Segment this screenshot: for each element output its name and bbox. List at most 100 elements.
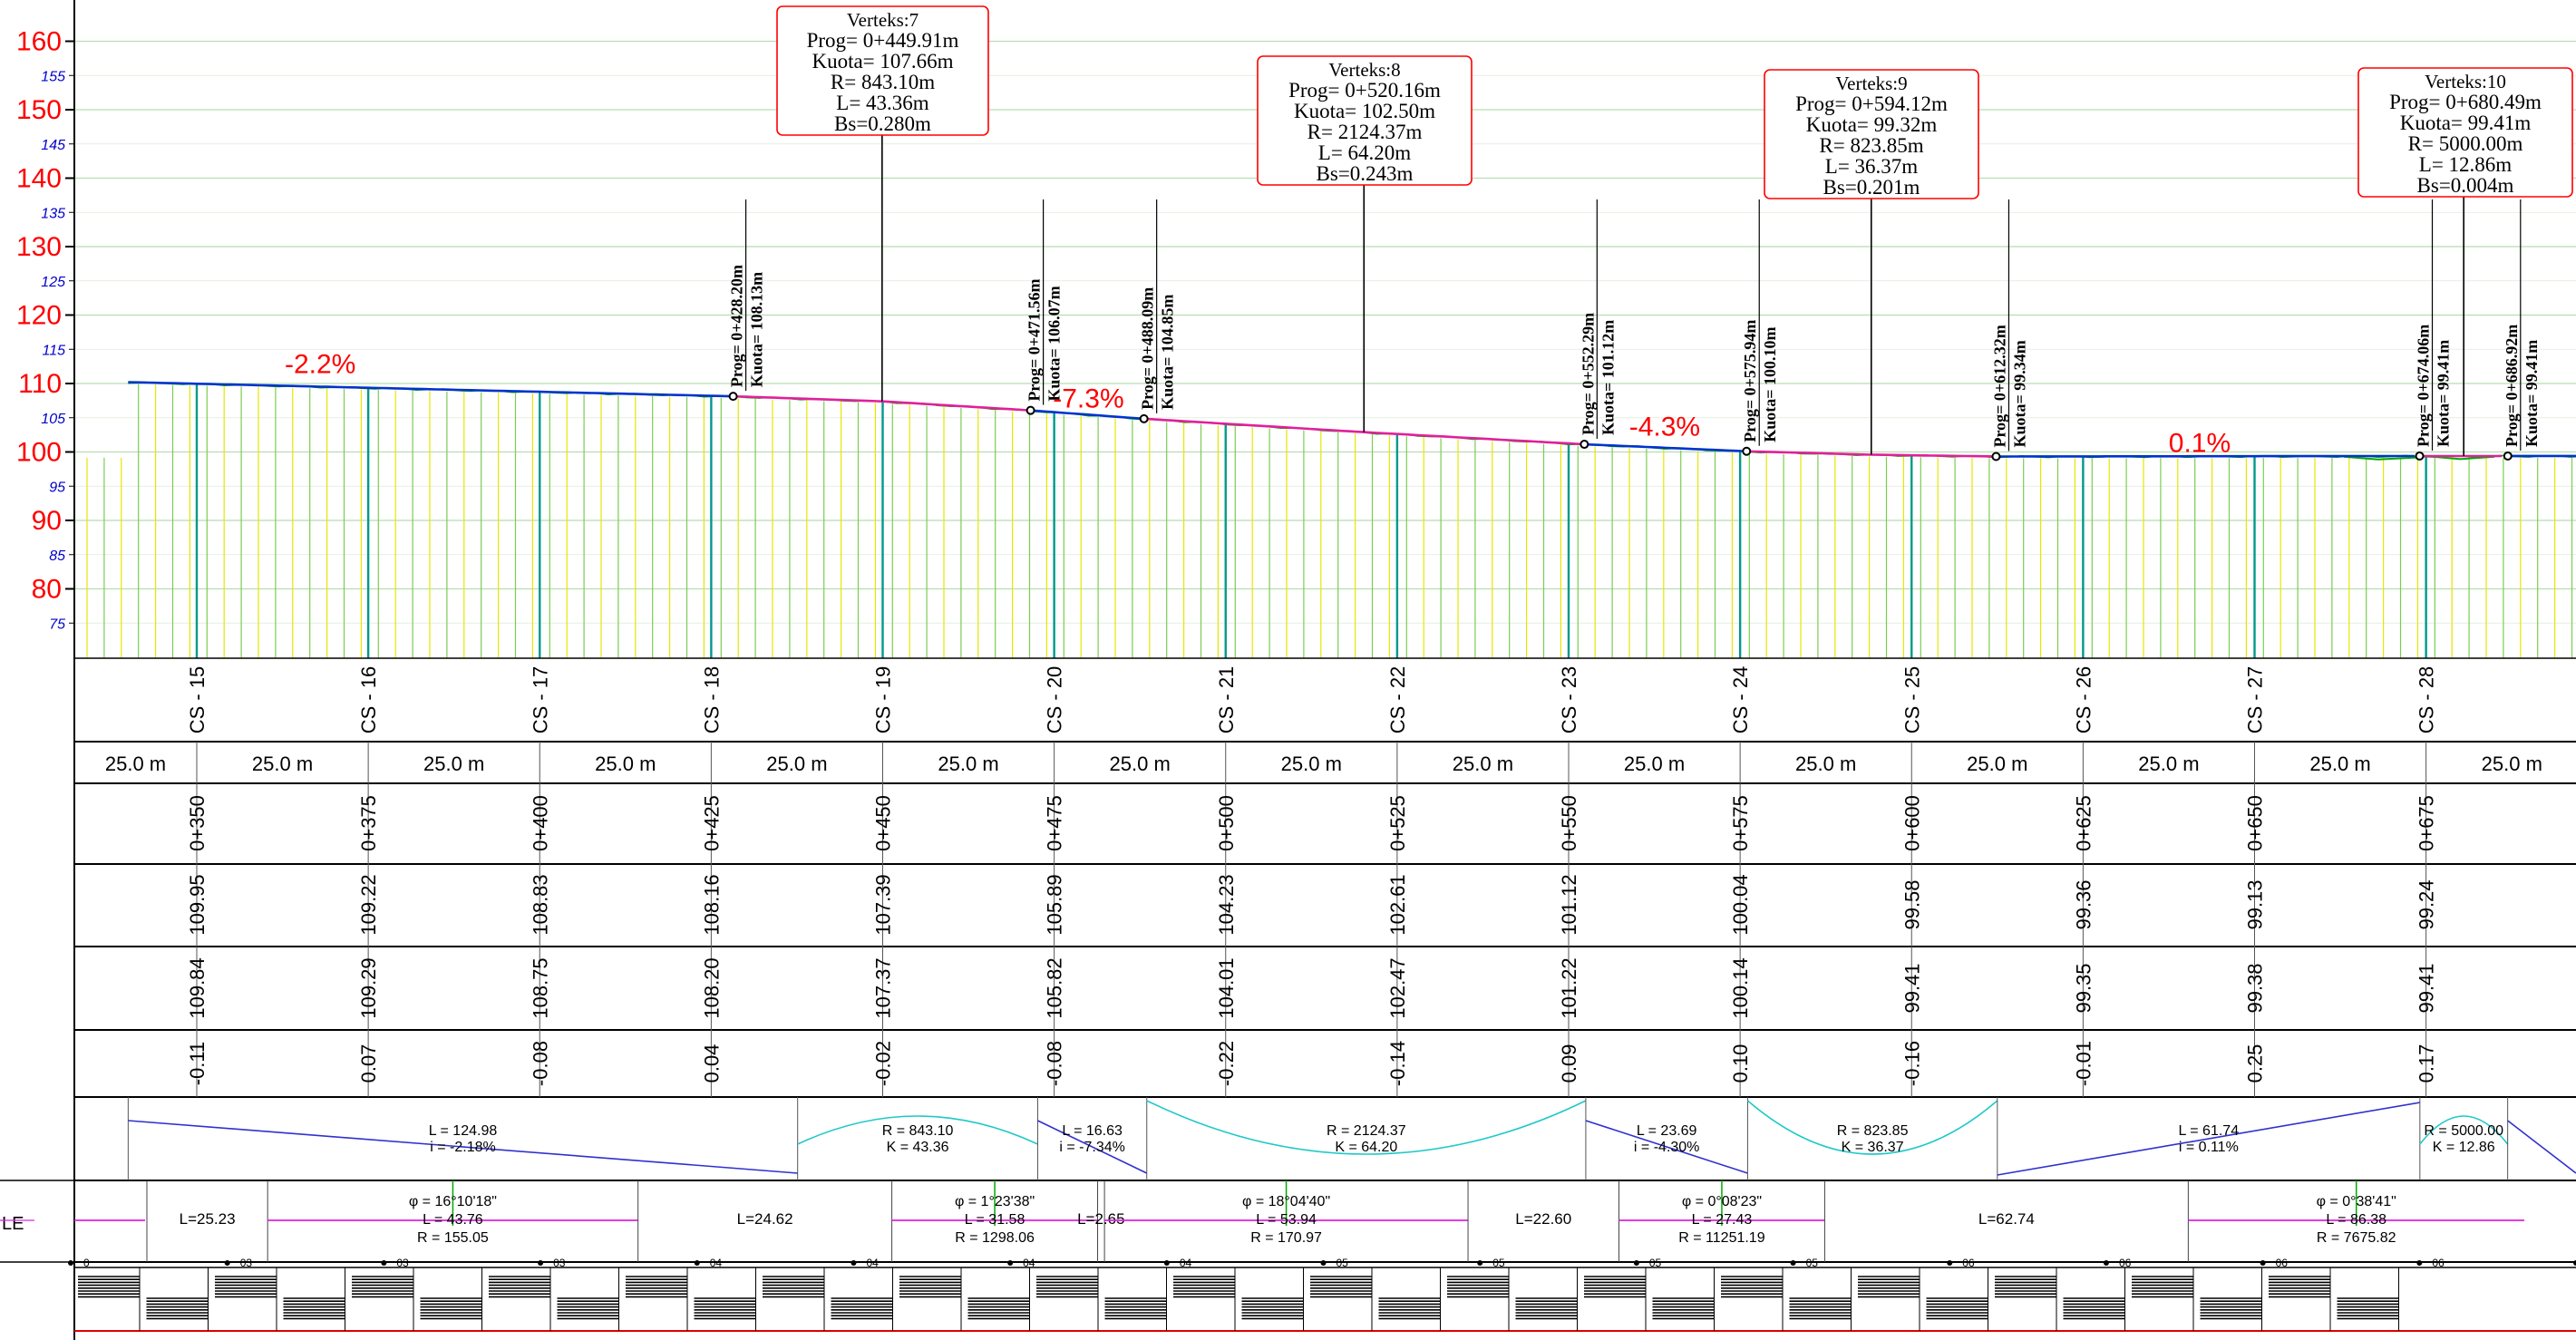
- design-elevation: 99.24: [2416, 879, 2438, 929]
- station-label: 0+575: [1729, 795, 1752, 851]
- point-kuota-label: Kuota= 108.13m: [748, 272, 766, 387]
- design-elevation: 109.22: [357, 874, 380, 935]
- point-marker: [1991, 452, 2001, 461]
- cs-label: CS - 16: [357, 666, 380, 734]
- existing-elevation-text: 102.47: [1386, 957, 1409, 1018]
- strip-tick-dot: [224, 1260, 230, 1266]
- point-prog-label: Prog= 0+686.92m: [2503, 325, 2521, 447]
- ha-curve-label: φ = 0°38'41": [2317, 1194, 2396, 1209]
- point-kuota-label: Kuota= 101.12m: [1599, 320, 1617, 435]
- point-kuota-label: Kuota= 99.41m: [2435, 340, 2453, 447]
- existing-elevation-text: 109.84: [186, 957, 209, 1018]
- grade-labels: -2.2% -7.3% -4.3% 0.1%: [285, 350, 2231, 459]
- station-label: 0+675: [2416, 795, 2438, 851]
- design-elevation-text: 99.58: [1900, 879, 1923, 929]
- vertex-line: L= 12.86m: [2419, 153, 2513, 176]
- cs-label-text: CS - 19: [872, 666, 895, 734]
- axis-minor-label: 145: [41, 138, 65, 153]
- va-label-2: i = -7.34%: [1059, 1140, 1124, 1155]
- station-label-text: 0+600: [1900, 795, 1923, 851]
- design-elevation-text: 108.83: [529, 874, 551, 935]
- point-kuota-label: Kuota= 106.07m: [1045, 286, 1064, 401]
- va-curve: [1746, 1100, 1998, 1155]
- point-prog-label: Prog= 0+612.32m: [1990, 325, 2008, 447]
- strip-tick-label: 05: [1806, 1257, 1819, 1269]
- axis-major-label: 110: [18, 369, 62, 399]
- cs-label-text: CS - 15: [186, 666, 209, 734]
- ha-curve-label: φ = 18°04'40": [1242, 1194, 1330, 1209]
- existing-elevation-text: 99.41: [2416, 963, 2438, 1013]
- vertex-line: Prog= 0+520.16m: [1288, 79, 1441, 102]
- vertex-line: Kuota= 102.50m: [1294, 100, 1435, 122]
- vertex-line: Kuota= 99.32m: [1806, 113, 1938, 136]
- cs-label-text: CS - 23: [1558, 666, 1580, 734]
- strip-tick-label: 06: [1962, 1257, 1975, 1269]
- elevation-difference: 0.17: [2416, 1044, 2438, 1083]
- design-elevation: 109.95: [186, 874, 209, 935]
- strip-tick-dot: [1633, 1260, 1639, 1266]
- va-label-1: L = 124.98: [429, 1123, 498, 1139]
- point-kuota-label: Kuota= 100.10m: [1761, 326, 1779, 442]
- strip-tick-label: 0: [83, 1257, 90, 1269]
- point-label: Prog= 0+471.56m Kuota= 106.07m: [1026, 278, 1064, 401]
- vertex-line: Prog= 0+680.49m: [2389, 91, 2542, 113]
- axis-major-label: 150: [16, 95, 62, 125]
- strip-tick-label: 03: [396, 1257, 409, 1269]
- ha-tangent-label: L=22.60: [1515, 1210, 1571, 1228]
- station-label-text: 0+675: [2416, 795, 2438, 851]
- point-label: Prog= 0+612.32m Kuota= 99.34m: [1990, 325, 2028, 447]
- elevation-difference: 0.09: [1558, 1044, 1580, 1083]
- va-label-2: K = 36.37: [1842, 1140, 1904, 1155]
- cs-label: CS - 27: [2244, 666, 2267, 734]
- va-label-2: K = 43.36: [887, 1140, 949, 1155]
- existing-elevation-text: 100.14: [1729, 957, 1752, 1018]
- distance-label: 25.0 m: [1110, 753, 1171, 775]
- distance-label: 25.0 m: [423, 753, 484, 775]
- point-marker: [2503, 451, 2513, 461]
- existing-elevation-text: 99.41: [1900, 963, 1923, 1013]
- design-profile-segment: [128, 381, 733, 398]
- point-marker: [1139, 413, 1149, 423]
- elevation-difference-text: 0.10: [1729, 1044, 1752, 1083]
- existing-ground-dip: [2433, 455, 2495, 461]
- existing-elevation: 107.37: [872, 957, 895, 1018]
- vertex-line: Kuota= 99.41m: [2400, 112, 2532, 134]
- elevation-axis: 160 150 140 130 120 110 100 90 80 155 145 135 125 115…: [16, 0, 75, 1340]
- elevation-difference-text: 0.07: [357, 1044, 380, 1083]
- strip-tick-dot: [1477, 1260, 1483, 1266]
- existing-elevation-text: 107.37: [872, 957, 895, 1018]
- va-label-1: L = 16.63: [1062, 1123, 1123, 1139]
- strip-tick-dot: [538, 1260, 544, 1266]
- point-kuota-label: Kuota= 104.85m: [1159, 295, 1177, 410]
- strip-tick-label: 06: [2276, 1257, 2289, 1269]
- station-label-text: 0+575: [1729, 795, 1752, 851]
- vertex-line: Kuota= 107.66m: [812, 50, 953, 73]
- vertex-line: R= 823.85m: [1819, 134, 1923, 157]
- distance-label: 25.0 m: [766, 753, 827, 775]
- cs-label-text: CS - 26: [2072, 666, 2095, 734]
- cs-label: CS - 15: [186, 666, 209, 734]
- station-label: 0+625: [2072, 795, 2095, 851]
- va-label-1: L = 61.74: [2179, 1123, 2240, 1139]
- point-marker: [1026, 405, 1035, 415]
- ha-curve-label: φ = 16°10'18": [409, 1194, 497, 1209]
- existing-elevation-text: 99.35: [2072, 963, 2095, 1013]
- ha-curve-label: L = 53.94: [1256, 1212, 1317, 1228]
- va-curve: [2419, 1115, 2509, 1145]
- vertex-box: [1257, 55, 1473, 186]
- point-prog-label: Prog= 0+552.29m: [1579, 313, 1597, 435]
- vertex-line: R= 5000.00m: [2408, 132, 2523, 155]
- design-profile-segment: [1584, 442, 1743, 452]
- distance-label: 25.0 m: [2138, 753, 2199, 775]
- strip-tick-label: 05: [1337, 1257, 1349, 1269]
- va-curve: [1146, 1100, 1587, 1155]
- station-label: 0+650: [2244, 795, 2267, 851]
- station-label: 0+475: [1044, 795, 1066, 851]
- strip-tick-label: 05: [1492, 1257, 1505, 1269]
- cs-label: CS - 23: [1558, 666, 1580, 734]
- point-prog-label: Prog= 0+471.56m: [1026, 278, 1044, 401]
- va-label-2: K = 64.20: [1335, 1140, 1397, 1155]
- design-elevation-text: 100.04: [1729, 874, 1752, 935]
- strip-tick-dot: [1163, 1260, 1170, 1266]
- design-elevation: 99.36: [2072, 879, 2095, 929]
